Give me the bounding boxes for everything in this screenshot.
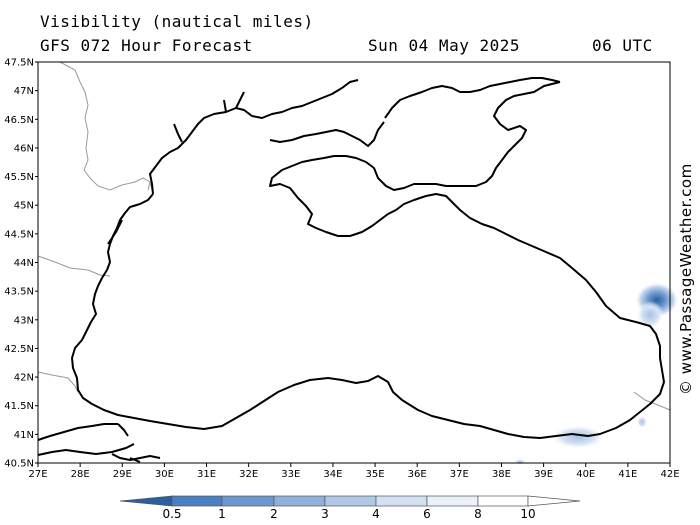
lat-tick-label: 46N — [14, 143, 34, 154]
fog-patch-east-ext — [636, 301, 664, 329]
colorbar-label: 4 — [372, 507, 380, 521]
lat-tick-label: 40.5N — [4, 459, 34, 470]
colorbar-label: 8 — [474, 507, 482, 521]
lat-tick-label: 44N — [14, 258, 34, 269]
lon-tick-label: 42E — [660, 469, 679, 480]
colorbar-label: 10 — [520, 507, 535, 521]
credit-watermark: © www.PassageWeather.com — [677, 163, 695, 395]
lat-tick-label: 46.5N — [4, 115, 34, 126]
lon-tick-label: 37E — [450, 469, 469, 480]
fog-patch-south-west — [514, 459, 526, 465]
colorbar-segment — [221, 495, 275, 507]
country-borders — [37, 61, 671, 411]
colorbar-label: 0.5 — [162, 507, 181, 521]
lon-tick-label: 28E — [71, 469, 90, 480]
colorbar-low-arrow — [119, 495, 173, 507]
fog-patch-southeast — [637, 416, 647, 428]
visibility-colorbar: 0.5 1 2 3 4 6 8 10 — [119, 495, 581, 521]
lon-tick-label: 32E — [239, 469, 258, 480]
lat-tick-label: 42N — [14, 373, 34, 384]
lat-tick-label: 41.5N — [4, 401, 34, 412]
colorbar-segment — [375, 495, 428, 507]
coastline — [37, 77, 665, 463]
lon-tick-label: 27E — [28, 469, 47, 480]
lat-tick-label: 44.5N — [4, 229, 34, 240]
colorbar-label: 1 — [218, 507, 226, 521]
lon-tick-label: 33E — [281, 469, 300, 480]
map-title: Visibility (nautical miles) — [40, 12, 314, 31]
lat-tick-label: 41N — [14, 430, 34, 441]
longitude-ticks: 27E 28E 29E 30E 31E 32E 33E 34E 35E 36E 37E 38E 39E 4… — [28, 463, 680, 480]
colorbar-segment — [273, 495, 326, 507]
lat-tick-label: 47N — [14, 86, 34, 97]
low-visibility-layer — [514, 282, 679, 465]
lat-tick-label: 45.5N — [4, 172, 34, 183]
lon-tick-label: 30E — [155, 469, 174, 480]
frame — [37, 61, 671, 464]
colorbar-high-arrow — [527, 495, 581, 507]
lat-tick-label: 42.5N — [4, 344, 34, 355]
latitude-ticks: 47.5N 47N 46.5N 46N 45.5N 45N 44.5N 44N 43.5N 43N… — [4, 58, 38, 470]
forecast-subtitle: GFS 072 Hour Forecast — [40, 36, 253, 55]
lon-tick-label: 35E — [366, 469, 385, 480]
colorbar-segment — [324, 495, 377, 507]
forecast-date: Sun 04 May 2025 — [368, 36, 520, 55]
lat-tick-label: 43.5N — [4, 287, 34, 298]
lon-tick-label: 31E — [197, 469, 216, 480]
colorbar-label: 3 — [321, 507, 329, 521]
lon-tick-label: 36E — [408, 469, 427, 480]
forecast-time: 06 UTC — [592, 36, 653, 55]
lon-tick-label: 38E — [492, 469, 511, 480]
colorbar-segment — [477, 495, 529, 507]
lon-tick-label: 34E — [323, 469, 342, 480]
colorbar-segment — [171, 495, 223, 507]
lon-tick-label: 40E — [576, 469, 595, 480]
fog-patch-south — [550, 425, 606, 449]
lon-tick-label: 29E — [113, 469, 132, 480]
lat-tick-label: 45N — [14, 201, 34, 212]
lon-tick-label: 39E — [534, 469, 553, 480]
colorbar-segment — [426, 495, 479, 507]
lat-tick-label: 43N — [14, 315, 34, 326]
lon-tick-label: 41E — [618, 469, 637, 480]
colorbar-label: 6 — [423, 507, 431, 521]
colorbar-label: 2 — [270, 507, 278, 521]
lat-tick-label: 47.5N — [4, 58, 34, 69]
